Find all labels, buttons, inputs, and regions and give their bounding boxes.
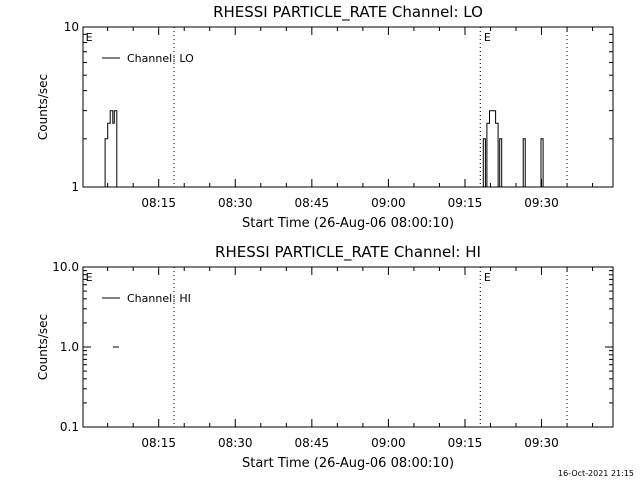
plot-frame bbox=[82, 26, 614, 188]
chart-panel-hi: RHESSI PARTICLE_RATE Channel: HI Counts/s… bbox=[36, 243, 614, 471]
chart-panel-lo: RHESSI PARTICLE_RATE Channel: LO Counts/s… bbox=[36, 3, 614, 231]
chart-title: RHESSI PARTICLE_RATE Channel: LO bbox=[213, 3, 483, 22]
x-tick-label: 08:45 bbox=[295, 196, 330, 210]
x-axis-label: Start Time (26-Aug-06 08:00:10) bbox=[242, 216, 454, 231]
timestamp-footer: 16-Oct-2021 21:15 bbox=[558, 469, 634, 478]
x-tick-label: 08:15 bbox=[141, 196, 176, 210]
series-line bbox=[482, 110, 503, 188]
plot-frame bbox=[82, 266, 614, 428]
x-tick-label: 08:45 bbox=[295, 436, 330, 450]
y-tick-label: 0.1 bbox=[60, 420, 79, 434]
x-tick-label: 09:15 bbox=[448, 196, 483, 210]
event-marker-label: E bbox=[86, 271, 93, 284]
event-marker-label: E bbox=[86, 31, 93, 44]
x-tick-label: 09:00 bbox=[371, 436, 406, 450]
legend-label: Channel: HI bbox=[127, 292, 191, 305]
y-tick-label: 10 bbox=[64, 20, 79, 34]
event-marker-label: E bbox=[484, 271, 491, 284]
x-tick-label: 08:30 bbox=[218, 196, 253, 210]
series-line bbox=[522, 138, 526, 187]
x-tick-label: 09:30 bbox=[524, 196, 559, 210]
x-tick-label: 08:30 bbox=[218, 436, 253, 450]
x-axis-label: Start Time (26-Aug-06 08:00:10) bbox=[242, 456, 454, 471]
event-marker-label: E bbox=[484, 31, 491, 44]
y-tick-label: 10.0 bbox=[52, 260, 79, 274]
y-tick-label: 1 bbox=[71, 180, 79, 194]
chart-title: RHESSI PARTICLE_RATE Channel: HI bbox=[215, 243, 481, 262]
x-tick-label: 08:15 bbox=[141, 436, 176, 450]
y-axis-label: Counts/sec bbox=[36, 74, 50, 140]
y-axis-label: Counts/sec bbox=[36, 314, 50, 380]
x-tick-label: 09:00 bbox=[371, 196, 406, 210]
legend-label: Channel: LO bbox=[127, 52, 194, 65]
series-line bbox=[540, 138, 544, 187]
x-tick-label: 09:30 bbox=[524, 436, 559, 450]
y-tick-label: 1.0 bbox=[60, 340, 79, 354]
series-line bbox=[104, 110, 118, 187]
x-tick-label: 09:15 bbox=[448, 436, 483, 450]
